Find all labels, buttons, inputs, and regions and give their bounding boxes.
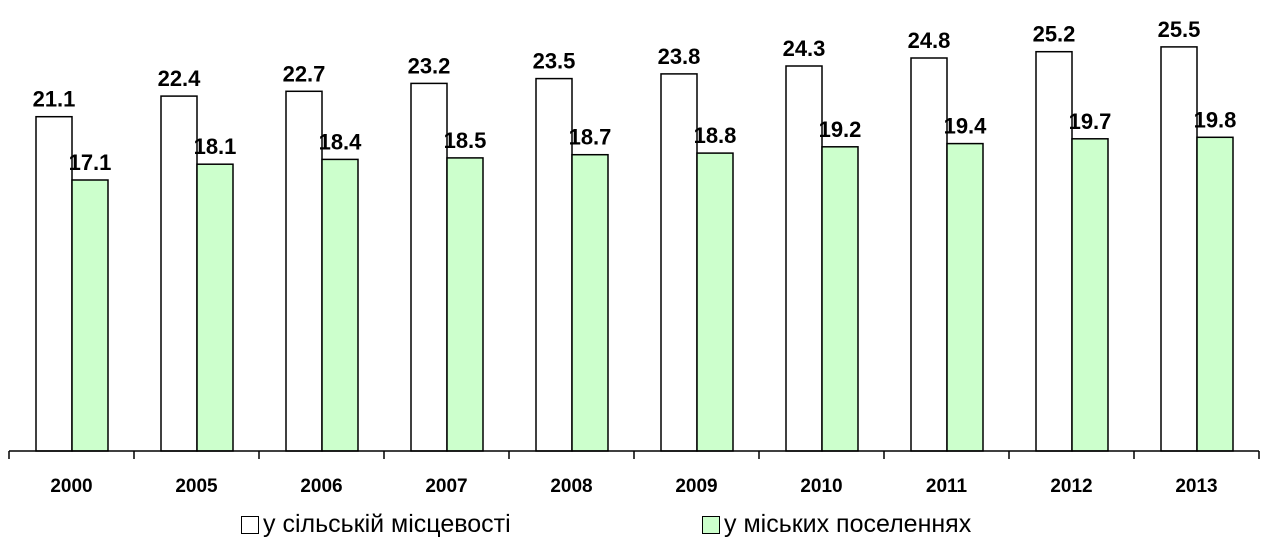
value-labels-layer: 21.1 17.1 22.4 18.1 22.7 18.4 23.2 18.5 23.5 18.7… (33, 17, 1237, 175)
x-tick-label-2010: 2010 (800, 476, 842, 497)
x-tick-label-2011: 2011 (926, 476, 968, 497)
bar-rural-2006 (285, 90, 323, 452)
bar-urban-2005 (196, 163, 234, 452)
value-label-rural-2009: 23.8 (658, 44, 701, 69)
bar-urban-2013 (1196, 136, 1234, 452)
legend-label-urban: у міських поселеннях (724, 510, 972, 538)
legend-swatch-urban (702, 515, 720, 534)
legend-item-urban: у міських поселеннях (702, 510, 971, 539)
x-tick-label-2009: 2009 (675, 476, 717, 497)
value-label-urban-2005: 18.1 (194, 134, 237, 159)
bar-urban-2009 (696, 152, 734, 452)
value-label-urban-2009: 18.8 (694, 123, 737, 148)
value-label-urban-2011: 19.4 (944, 114, 988, 139)
bar-chart-plot: 21.1 17.1 22.4 18.1 22.7 18.4 23.2 18.5 23.5 18.7… (8, 17, 1260, 497)
value-label-urban-2010: 19.2 (819, 117, 862, 142)
bar-urban-2007 (446, 157, 484, 452)
value-label-urban-2008: 18.7 (569, 125, 612, 150)
value-label-urban-2012: 19.7 (1069, 109, 1112, 134)
x-axis-tick-labels: 2000 2005 2006 2007 2008 2009 2010 2011 2012 2013 (50, 476, 1217, 497)
bar-rural-2013 (1160, 46, 1198, 452)
x-tick-label-2005: 2005 (175, 476, 218, 497)
bar-rural-2007 (410, 82, 448, 452)
value-label-rural-2000: 21.1 (33, 87, 76, 112)
value-label-rural-2012: 25.2 (1033, 22, 1076, 47)
value-label-rural-2013: 25.5 (1158, 17, 1201, 42)
legend: у сільській місцевості у міських поселен… (0, 510, 1267, 544)
bar-rural-2012 (1035, 50, 1073, 452)
bar-urban-2000 (71, 179, 109, 452)
bar-urban-2008 (571, 153, 609, 452)
bar-rural-2005 (160, 95, 198, 452)
bar-urban-2006 (321, 158, 359, 452)
value-label-rural-2007: 23.2 (408, 53, 451, 78)
value-label-rural-2008: 23.5 (533, 49, 576, 74)
bar-rural-2009 (660, 73, 698, 452)
x-axis-ticks (8, 451, 1260, 459)
bars-layer (35, 46, 1234, 452)
value-label-rural-2011: 24.8 (908, 28, 951, 53)
legend-label-rural: у сільській місцевості (263, 510, 511, 538)
bar-urban-2011 (946, 142, 984, 452)
value-label-rural-2006: 22.7 (283, 61, 326, 86)
value-label-rural-2010: 24.3 (783, 36, 826, 61)
value-label-urban-2000: 17.1 (69, 150, 112, 175)
x-tick-label-2007: 2007 (425, 476, 467, 497)
value-label-urban-2013: 19.8 (1194, 107, 1237, 132)
legend-swatch-rural (241, 515, 259, 534)
x-tick-label-2008: 2008 (550, 476, 592, 497)
bar-rural-2008 (535, 77, 573, 452)
bar-urban-2012 (1071, 138, 1109, 452)
x-tick-label-2000: 2000 (50, 476, 92, 497)
bar-urban-2010 (821, 146, 859, 452)
x-tick-label-2013: 2013 (1175, 476, 1217, 497)
value-label-urban-2007: 18.5 (444, 128, 487, 153)
bar-rural-2011 (910, 57, 948, 452)
value-label-rural-2005: 22.4 (158, 66, 202, 91)
legend-item-rural: у сільській місцевості (241, 510, 511, 539)
bar-rural-2000 (35, 115, 73, 452)
x-tick-label-2012: 2012 (1050, 476, 1092, 497)
value-label-urban-2006: 18.4 (319, 129, 363, 154)
bar-rural-2010 (785, 65, 823, 452)
x-tick-label-2006: 2006 (300, 476, 342, 497)
